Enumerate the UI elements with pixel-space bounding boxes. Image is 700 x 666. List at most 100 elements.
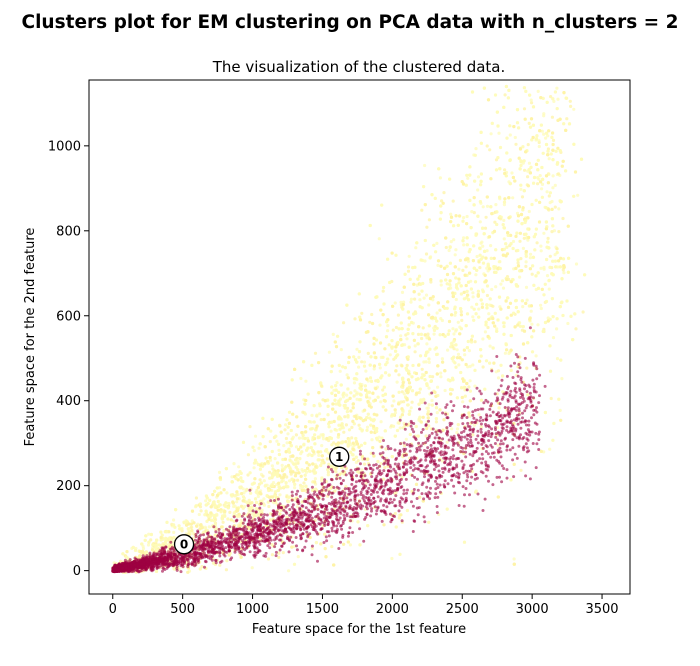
cluster-1-point — [329, 436, 333, 440]
cluster-1-point — [423, 203, 427, 207]
cluster-1-point — [330, 391, 334, 395]
cluster-1-point — [410, 400, 414, 404]
cluster-1-point — [306, 392, 310, 396]
cluster-1-point — [473, 179, 477, 183]
cluster-1-point — [501, 374, 505, 378]
cluster-1-point — [399, 334, 403, 338]
cluster-1-point — [138, 550, 142, 554]
cluster-1-point — [436, 301, 440, 305]
cluster-1-point — [376, 395, 380, 399]
cluster-1-point — [427, 303, 431, 307]
cluster-1-point — [493, 311, 497, 315]
cluster-1-point — [551, 273, 555, 277]
cluster-1-point — [359, 443, 363, 447]
cluster-1-point — [369, 423, 373, 427]
cluster-1-point — [564, 96, 568, 100]
cluster-1-point — [424, 370, 428, 375]
cluster-1-point — [420, 289, 424, 293]
cluster-1-point — [384, 335, 389, 339]
cluster-1-point — [294, 445, 299, 449]
cluster-1-point — [425, 342, 429, 346]
cluster-1-point — [471, 291, 475, 295]
cluster-1-point — [511, 175, 515, 180]
cluster-1-point — [438, 217, 442, 221]
cluster-1-point — [390, 556, 394, 561]
cluster-1-point — [358, 340, 362, 344]
cluster-1-point — [478, 200, 482, 204]
cluster-1-point — [347, 355, 351, 359]
cluster-1-point — [530, 335, 534, 339]
cluster-1-point — [531, 264, 535, 268]
cluster-1-point — [367, 390, 371, 394]
cluster-1-point — [294, 465, 298, 469]
cluster-1-point — [554, 149, 558, 153]
cluster-1-point — [478, 253, 482, 257]
cluster-1-point — [326, 473, 330, 477]
cluster-1-point — [299, 474, 303, 478]
cluster-1-point — [497, 295, 502, 299]
cluster-1-point — [345, 303, 349, 307]
cluster-1-point — [573, 312, 577, 316]
cluster-1-point — [352, 394, 356, 398]
cluster-1-point — [368, 396, 372, 400]
cluster-1-point — [464, 362, 468, 367]
cluster-1-point — [303, 412, 307, 416]
cluster-1-point — [433, 196, 437, 200]
cluster-1-point — [277, 485, 281, 489]
cluster-1-point — [541, 177, 545, 181]
cluster-1-point — [446, 300, 450, 304]
cluster-1-point — [513, 325, 517, 329]
cluster-1-point — [310, 363, 314, 367]
plot-background — [89, 80, 630, 594]
cluster-1-point — [292, 462, 296, 466]
cluster-1-point — [330, 545, 334, 549]
cluster-1-point — [536, 168, 540, 172]
cluster-1-point — [507, 216, 511, 220]
cluster-1-point — [426, 332, 430, 336]
cluster-1-point — [438, 408, 442, 412]
cluster-1-point — [304, 398, 308, 403]
cluster-1-point — [529, 309, 533, 313]
cluster-1-point — [560, 377, 564, 381]
cluster-1-point — [236, 473, 240, 477]
cluster-1-point — [549, 396, 553, 401]
cluster-1-point — [428, 296, 433, 301]
cluster-1-point — [213, 489, 217, 493]
cluster-1-point — [210, 518, 214, 522]
cluster-1-point — [417, 325, 421, 329]
cluster-1-point — [351, 453, 355, 457]
cluster-1-point — [447, 248, 451, 253]
cluster-1-point — [477, 315, 481, 319]
cluster-1-point — [427, 337, 431, 341]
cluster-1-point — [517, 126, 521, 130]
cluster-1-point — [536, 176, 540, 180]
cluster-1-point — [524, 301, 528, 305]
cluster-1-point — [381, 355, 385, 359]
cluster-1-point — [358, 315, 362, 319]
cluster-1-point — [543, 320, 548, 325]
cluster-1-point — [556, 161, 560, 165]
cluster-1-point — [288, 466, 292, 470]
cluster-1-point — [294, 458, 298, 462]
cluster-1-point — [557, 207, 561, 211]
cluster-1-point — [299, 445, 303, 449]
cluster-1-point — [380, 203, 384, 207]
cluster-1-point — [503, 168, 507, 172]
cluster-1-point — [527, 235, 531, 240]
cluster-1-point — [503, 93, 507, 97]
cluster-1-point — [445, 507, 449, 511]
cluster-1-point — [512, 557, 516, 561]
cluster-1-point — [493, 220, 497, 224]
cluster-1-point — [238, 485, 242, 489]
cluster-1-point — [444, 278, 448, 282]
cluster-1-point — [561, 313, 565, 318]
cluster-1-point — [240, 479, 244, 483]
cluster-1-point — [330, 385, 334, 389]
cluster-1-point — [424, 252, 429, 256]
cluster-1-point — [537, 139, 541, 143]
cluster-1-point — [368, 363, 372, 367]
cluster-1-point — [531, 135, 535, 140]
cluster-1-point — [485, 144, 489, 148]
cluster-1-point — [343, 415, 347, 419]
cluster-1-point — [393, 301, 397, 305]
